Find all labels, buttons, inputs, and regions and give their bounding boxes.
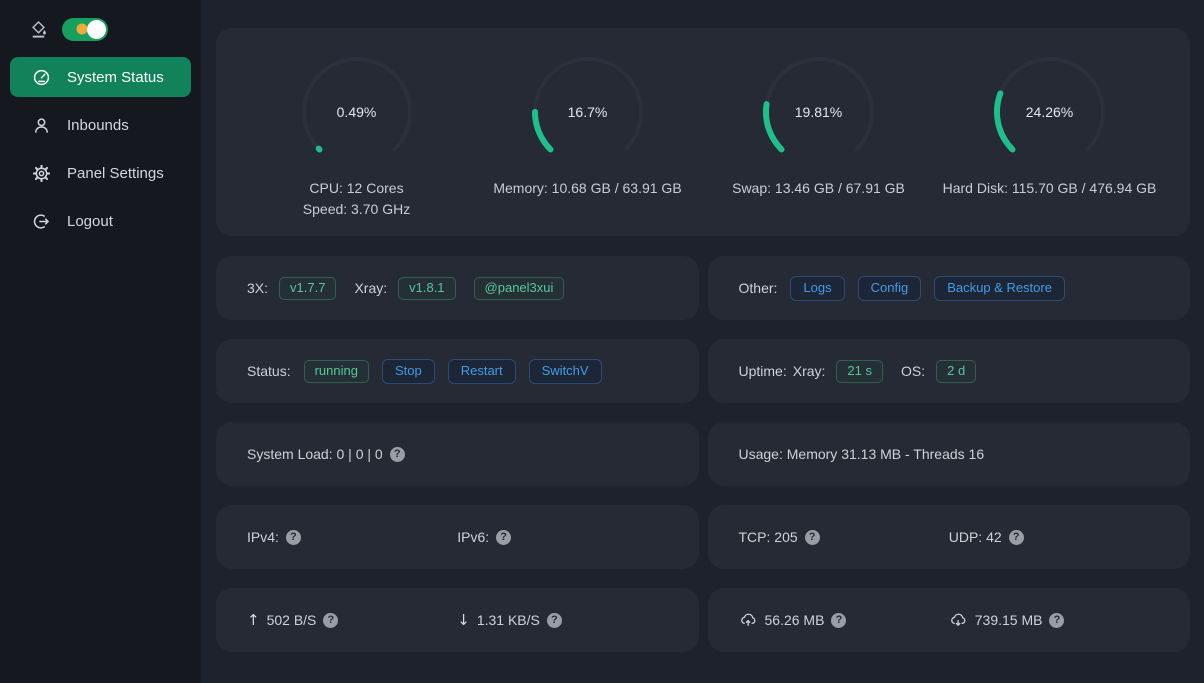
- 3x-label: 3X:: [247, 280, 269, 296]
- cpu-label-line2: Speed: 3.70 GHz: [302, 201, 411, 217]
- system-load-help-icon[interactable]: ?: [389, 446, 405, 462]
- tcp-count-text: TCP: 205: [738, 529, 798, 545]
- sidebar-item-label: Logout: [67, 212, 113, 230]
- uptime-card: Uptime: Xray: 21 s OS: 2 d: [707, 339, 1190, 403]
- cpu-percent: 0.49%: [336, 104, 377, 120]
- sidebar-item-inbounds[interactable]: Inbounds: [10, 105, 191, 145]
- total-upload-text: 56.26 MB: [764, 612, 825, 628]
- system-load-card: System Load: 0 | 0 | 0 ?: [216, 422, 699, 486]
- upload-speed-help-icon[interactable]: ?: [323, 612, 339, 628]
- sidebar-menu: System Status Inbounds: [0, 57, 201, 241]
- gear-icon: [33, 164, 50, 182]
- download-arrow-icon: ↓: [457, 611, 470, 629]
- ipv4-label: IPv4:: [247, 529, 279, 545]
- swap-gauge: 19.81% Swap: 13.46 GB / 67.91 GB: [703, 28, 934, 236]
- tcp-help-icon[interactable]: ?: [804, 529, 820, 545]
- swap-label: Swap: 13.46 GB / 67.91 GB: [732, 180, 905, 196]
- sidebar-item-label: Panel Settings: [67, 164, 164, 182]
- memory-gauge: 16.7% Memory: 10.68 GB / 63.91 GB: [472, 28, 703, 236]
- xray-version-tag: v1.8.1: [398, 276, 456, 300]
- memory-percent: 16.7%: [567, 104, 608, 120]
- uptime-os-label: OS:: [901, 363, 926, 379]
- uptime-label: Uptime:: [738, 363, 787, 379]
- logout-icon: [33, 213, 50, 230]
- main-content: 0.49% CPU: 12 Cores Speed: 3.70 GHz 16.7…: [201, 0, 1204, 683]
- ipv6-help-icon[interactable]: ?: [496, 529, 512, 545]
- version-card: 3X: v1.7.7 Xray: v1.8.1 @panel3xui: [216, 256, 699, 320]
- ipv6-label: IPv6:: [457, 529, 490, 545]
- system-load-text: System Load: 0 | 0 | 0: [247, 446, 383, 462]
- network-speed-card: ↑ 502 B/S ? ↓ 1.31 KB/S ?: [216, 588, 699, 652]
- user-icon: [33, 117, 50, 134]
- total-download-text: 739.15 MB: [974, 612, 1043, 628]
- sidebar-item-logout[interactable]: Logout: [10, 201, 191, 241]
- logs-button[interactable]: Logs: [790, 275, 845, 301]
- sidebar-item-system-status[interactable]: System Status: [10, 57, 191, 97]
- cloud-upload-icon: [739, 612, 757, 628]
- sidebar-item-panel-settings[interactable]: Panel Settings: [10, 153, 191, 193]
- ip-card: IPv4: ? IPv6: ?: [216, 505, 699, 569]
- running-status-tag: running: [303, 359, 369, 383]
- download-speed-text: 1.31 KB/S: [476, 612, 540, 628]
- sidebar-item-label: Inbounds: [67, 116, 129, 134]
- memory-label: Memory: 10.68 GB / 63.91 GB: [493, 180, 682, 196]
- upload-arrow-icon: ↑: [247, 611, 260, 629]
- restart-button[interactable]: Restart: [447, 358, 516, 384]
- cloud-download-icon: [949, 612, 967, 628]
- other-card: Other: Logs Config Backup & Restore: [707, 256, 1190, 320]
- cpu-label-line1: CPU: 12 Cores: [309, 180, 404, 196]
- xray-label: Xray:: [354, 280, 388, 296]
- network-total-card: 56.26 MB ? 739.15 MB ?: [707, 588, 1190, 652]
- uptime-xray-tag: 21 s: [836, 359, 883, 383]
- disk-percent: 24.26%: [1025, 104, 1074, 120]
- swap-gauge-arc: [762, 57, 874, 153]
- disk-label: Hard Disk: 115.70 GB / 476.94 GB: [942, 180, 1157, 196]
- ipv4-help-icon[interactable]: ?: [285, 529, 301, 545]
- uptime-xray-label: Xray:: [792, 363, 826, 379]
- usage-card: Usage: Memory 31.13 MB - Threads 16: [707, 422, 1190, 486]
- dashboard-icon: [33, 69, 50, 86]
- uptime-os-tag: 2 d: [936, 359, 977, 383]
- total-download-help-icon[interactable]: ?: [1049, 612, 1065, 628]
- disk-gauge-arc: [993, 57, 1105, 153]
- cpu-gauge: 0.49% CPU: 12 Cores Speed: 3.70 GHz: [241, 28, 472, 236]
- switch-version-button[interactable]: SwitchV: [528, 358, 602, 384]
- usage-text: Usage: Memory 31.13 MB - Threads 16: [738, 446, 985, 462]
- 3x-version-tag: v1.7.7: [279, 276, 337, 300]
- swap-percent: 19.81%: [794, 104, 843, 120]
- cpu-gauge-arc: [301, 57, 412, 153]
- toggle-knob: [87, 19, 106, 39]
- stop-button[interactable]: Stop: [381, 358, 435, 384]
- bg-colors-icon: [30, 20, 47, 38]
- udp-help-icon[interactable]: ?: [1008, 529, 1024, 545]
- upload-speed-text: 502 B/S: [266, 612, 317, 628]
- sidebar: System Status Inbounds: [0, 0, 201, 683]
- sun-icon: [76, 23, 88, 35]
- other-label: Other:: [738, 280, 778, 296]
- memory-gauge-arc: [531, 57, 643, 153]
- system-gauges-card: 0.49% CPU: 12 Cores Speed: 3.70 GHz 16.7…: [216, 28, 1190, 236]
- sidebar-item-label: System Status: [67, 68, 164, 86]
- udp-count-text: UDP: 42: [948, 529, 1002, 545]
- disk-gauge: 24.26% Hard Disk: 115.70 GB / 476.94 GB: [934, 28, 1165, 236]
- xray-status-card: Status: running Stop Restart SwitchV: [216, 339, 699, 403]
- total-upload-help-icon[interactable]: ?: [831, 612, 847, 628]
- telegram-tag[interactable]: @panel3xui: [473, 276, 565, 300]
- theme-row: [0, 13, 201, 45]
- backup-restore-button[interactable]: Backup & Restore: [934, 275, 1065, 301]
- connections-card: TCP: 205 ? UDP: 42 ?: [707, 505, 1190, 569]
- status-label: Status:: [247, 363, 291, 379]
- download-speed-help-icon[interactable]: ?: [546, 612, 562, 628]
- config-button[interactable]: Config: [857, 275, 922, 301]
- dark-mode-toggle[interactable]: [62, 17, 108, 41]
